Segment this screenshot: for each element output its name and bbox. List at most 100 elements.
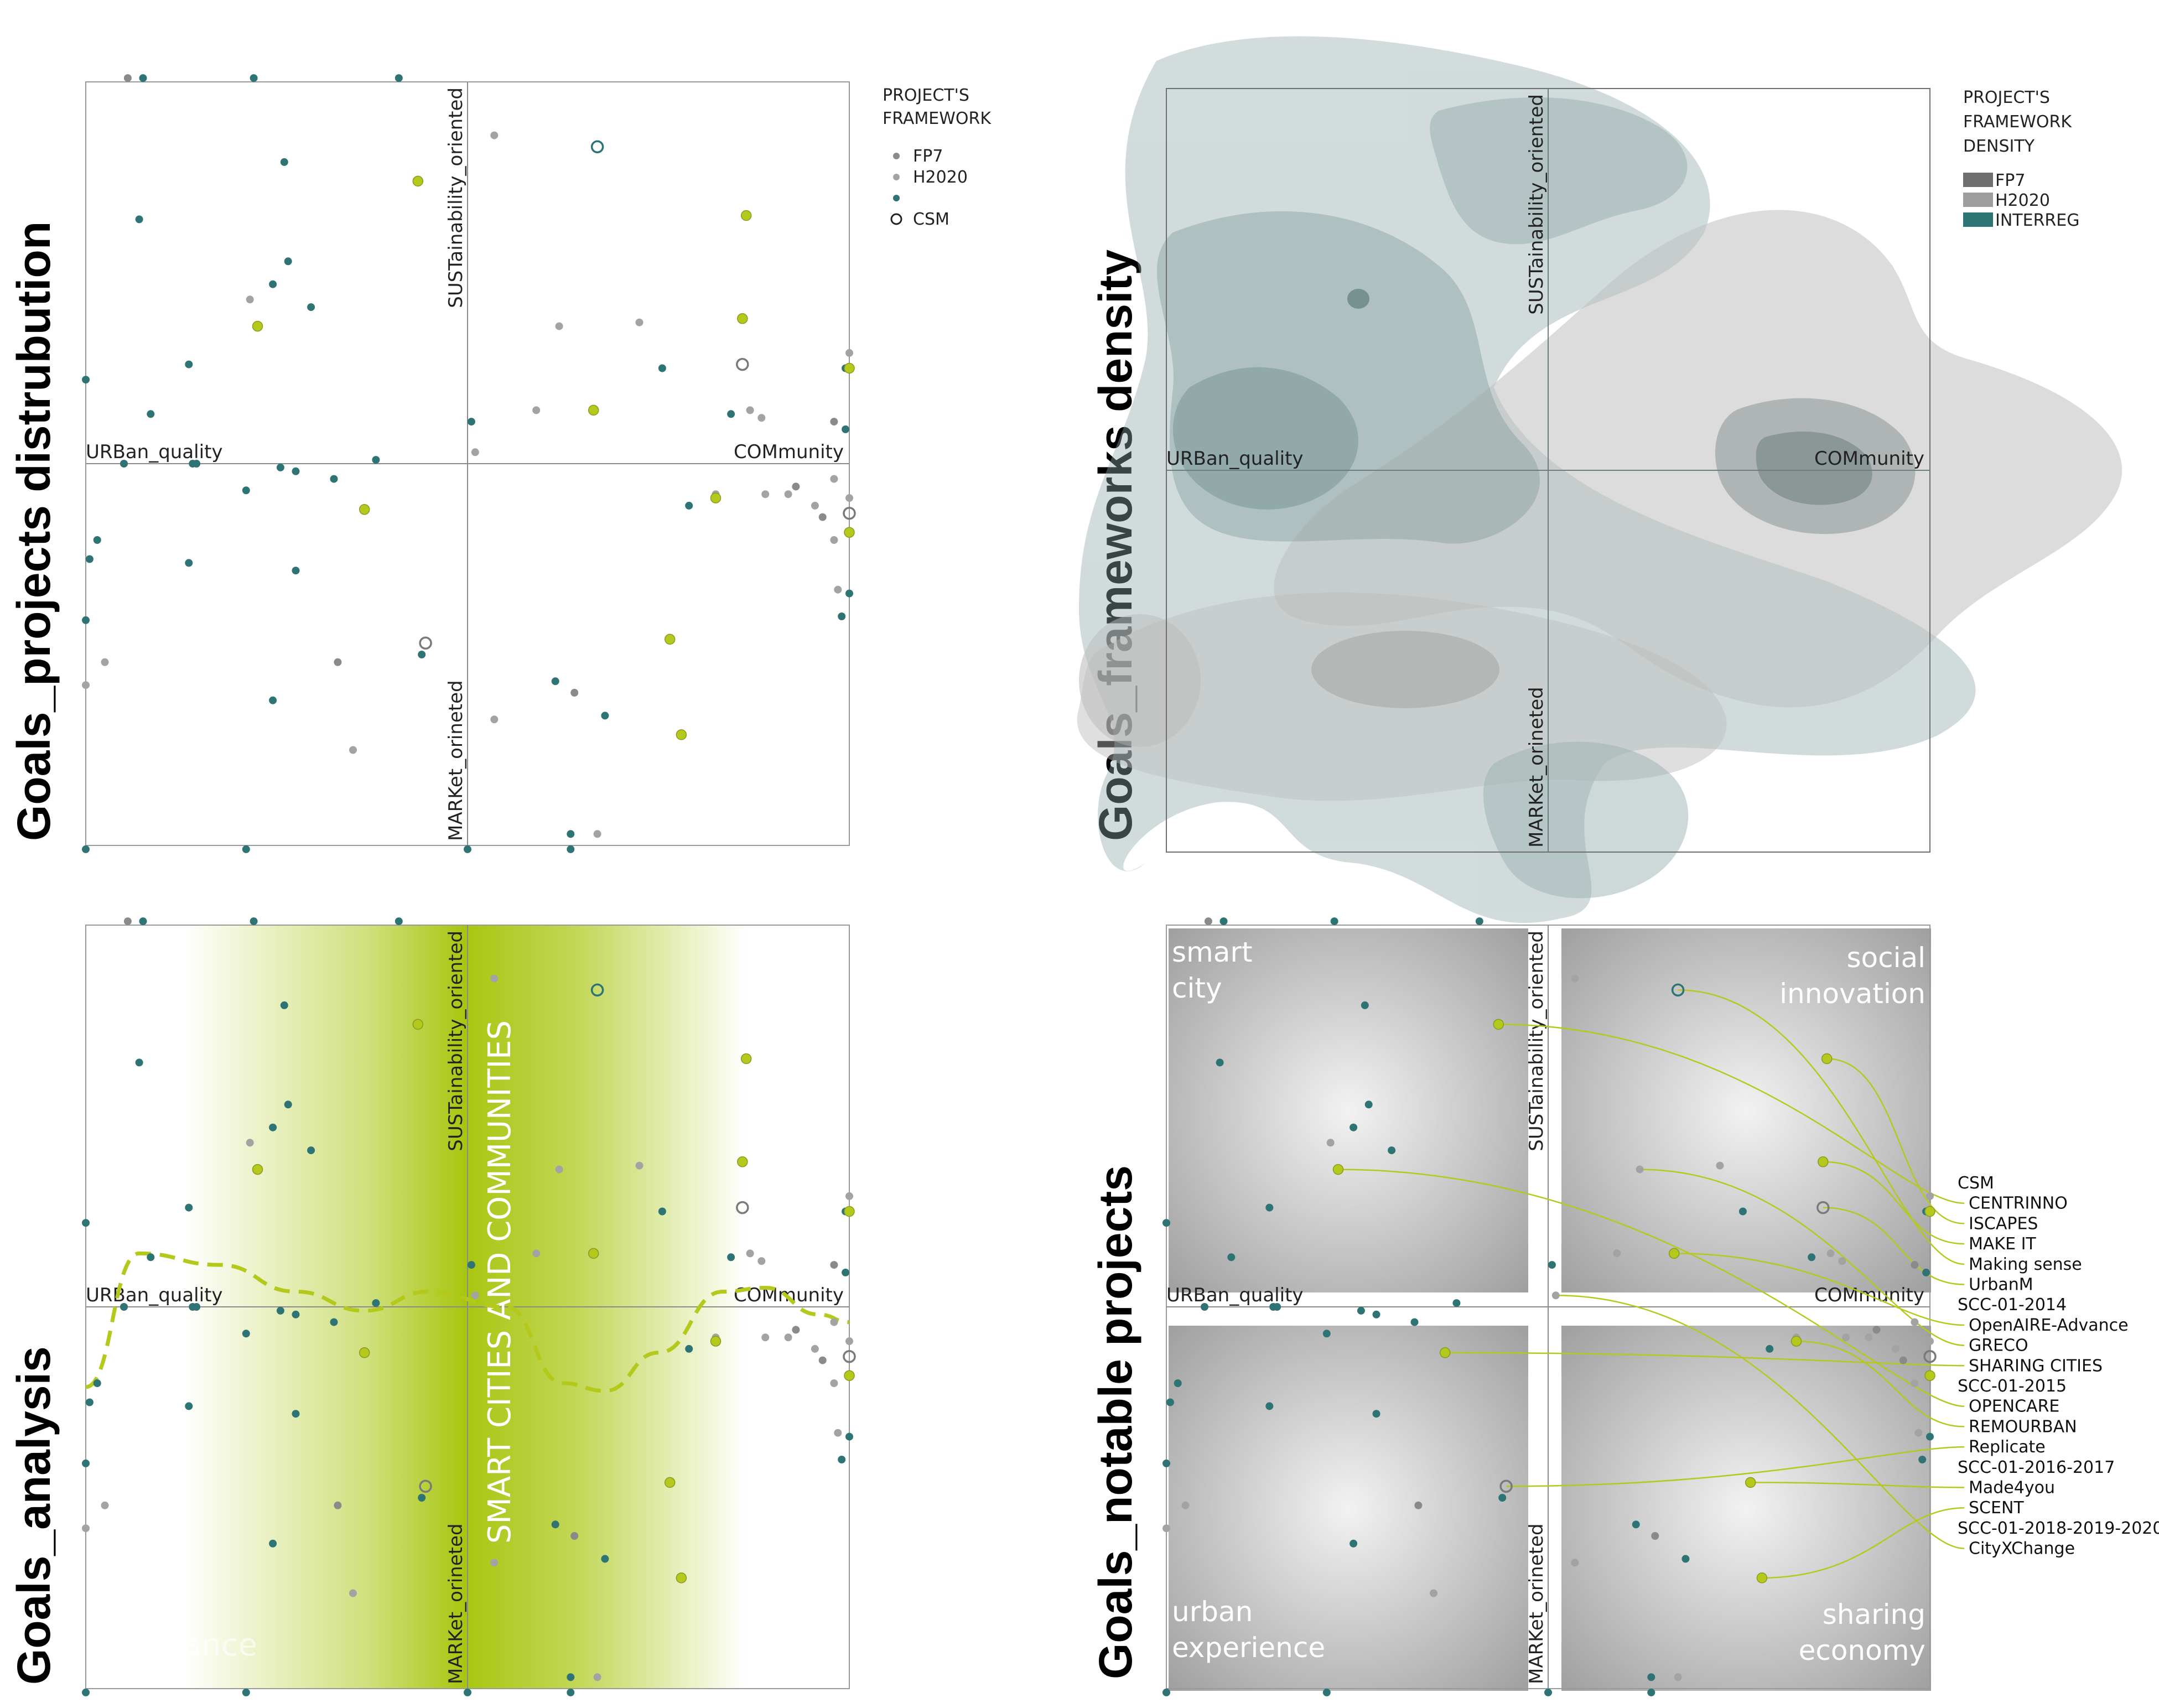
panel-title-notable: Goals_notable projects	[1089, 1165, 1141, 1679]
axis-label-left: URBan_quality	[1166, 1284, 1304, 1306]
data-point-h2020	[811, 501, 819, 510]
legend-framework: PROJECT'S FRAMEWORK FP7 H2020 CSM	[883, 86, 992, 229]
project-label: UrbanM	[1969, 1275, 2033, 1295]
panel-title-distribution: Goals_projects distrubution	[8, 221, 60, 841]
data-point-interreg	[1372, 1410, 1380, 1418]
data-point-interreg	[269, 1539, 277, 1548]
project-label: SCENT	[1969, 1498, 2024, 1518]
axis-label-top: SUSTainability_oriented	[445, 87, 467, 308]
project-link-line	[1674, 1253, 1965, 1326]
data-point-highlight	[710, 1336, 722, 1347]
data-point-highlight	[359, 504, 370, 515]
data-point-h2020	[635, 1161, 643, 1170]
data-point-interreg	[269, 1123, 277, 1131]
data-point-interreg	[93, 1379, 101, 1387]
data-point-interreg	[280, 1001, 288, 1009]
density-teal-outer	[1079, 36, 1976, 923]
axis-label-top: SUSTainability_oriented	[445, 931, 467, 1151]
data-point-interreg	[284, 257, 292, 266]
data-point-interreg	[185, 559, 193, 567]
data-point-h2020	[555, 1165, 563, 1174]
call-group-label: SCC-01-2018-2019-2020	[1958, 1519, 2159, 1538]
data-point-h2020	[1838, 1257, 1846, 1265]
data-point-interreg	[372, 456, 380, 464]
data-point-interreg	[1388, 1146, 1396, 1155]
data-point-csm_gray	[736, 1201, 749, 1214]
data-point-highlight	[412, 1019, 424, 1030]
data-point-highlight	[1924, 1206, 1935, 1217]
data-point-h2020	[1326, 1139, 1335, 1147]
data-point-csm_gray	[419, 1479, 432, 1493]
quadrant-bottom-right	[1561, 1326, 1931, 1691]
project-link-line	[1826, 1058, 1965, 1224]
data-point-highlight	[1668, 1248, 1680, 1259]
data-point-interreg	[838, 1456, 846, 1463]
axis-label-right: COMmunity	[1814, 448, 1924, 470]
data-point-highlight	[359, 1347, 370, 1358]
legend-heading: FRAMEWORK	[883, 109, 992, 128]
data-point-h2020	[593, 1673, 601, 1681]
axis-label-bottom: MARKet_orineted	[445, 680, 467, 841]
legend-heading: PROJECT'S	[1963, 88, 2050, 107]
data-point-interreg	[1322, 1688, 1331, 1696]
data-point-h2020	[757, 414, 766, 422]
legend-swatch	[1963, 193, 1993, 207]
data-point-h2020	[1674, 1673, 1682, 1681]
project-label: OPENCARE	[1969, 1397, 2059, 1416]
data-point-interreg	[372, 1299, 380, 1307]
legend-item-label: H2020	[913, 168, 968, 187]
legend-item-label: INTERREG	[1995, 211, 2079, 230]
data-point-h2020	[845, 1337, 853, 1346]
project-link-line	[1639, 1169, 1965, 1346]
project-link-line	[1750, 1482, 1965, 1488]
data-point-interreg	[147, 1253, 155, 1261]
data-point-interreg	[1174, 1379, 1182, 1387]
data-point-interreg	[1361, 1001, 1369, 1009]
project-link-line	[1445, 1352, 1965, 1367]
data-point-highlight	[252, 320, 263, 332]
data-point-interreg	[292, 1310, 300, 1318]
data-point-interreg	[395, 74, 403, 82]
data-point-h2020	[1891, 1344, 1899, 1353]
data-point-highlight	[737, 313, 748, 324]
data-point-h2020	[490, 715, 499, 724]
data-point-interreg	[284, 1100, 292, 1109]
axis-label-top: SUSTainability_oriented	[1525, 931, 1548, 1151]
data-point-h2020	[845, 494, 853, 502]
panel-title-analysis: Goals_analysis	[8, 1346, 60, 1685]
legend-swatch	[1963, 173, 1993, 187]
data-point-interreg	[82, 1459, 90, 1467]
data-point-interreg	[1162, 1688, 1170, 1696]
data-point-highlight	[844, 527, 855, 538]
data-point-csm_gray	[419, 636, 432, 650]
data-point-interreg	[1350, 1539, 1358, 1548]
data-point-fp7	[818, 1356, 827, 1364]
project-link-line	[1796, 1340, 1965, 1427]
data-point-h2020	[635, 318, 643, 326]
data-point-h2020	[82, 1524, 90, 1533]
data-point-h2020	[1842, 1333, 1850, 1342]
data-point-h2020	[845, 349, 853, 357]
data-point-interreg	[467, 1261, 475, 1269]
legend-marker-dot	[893, 195, 900, 201]
analysis-curve	[85, 1251, 850, 1393]
data-point-interreg	[242, 486, 250, 495]
data-point-interreg	[1162, 1219, 1170, 1227]
density-teal-north	[1430, 97, 1688, 245]
data-point-h2020	[830, 536, 838, 544]
data-point-interreg	[82, 616, 90, 624]
data-point-csm_gray	[843, 506, 856, 520]
data-point-fp7	[570, 689, 579, 697]
data-point-interreg	[601, 712, 609, 720]
data-point-h2020	[761, 1333, 770, 1342]
data-point-highlight	[844, 362, 855, 374]
data-point-interreg	[1166, 1398, 1174, 1406]
data-point-highlight	[1493, 1019, 1504, 1030]
data-point-h2020	[555, 322, 563, 330]
data-point-fp7	[1899, 1356, 1907, 1364]
data-point-interreg	[250, 74, 258, 82]
data-point-h2020	[1826, 1249, 1835, 1258]
quadrant-label-bottom-left: urban	[1172, 1596, 1253, 1628]
data-point-interreg	[1227, 1253, 1236, 1261]
data-point-h2020	[593, 830, 601, 838]
